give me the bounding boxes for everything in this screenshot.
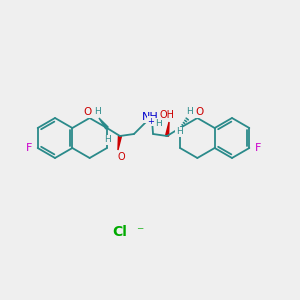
Text: H: H — [176, 128, 182, 136]
Text: H: H — [186, 106, 192, 116]
Text: NH: NH — [142, 112, 158, 122]
Text: H: H — [154, 118, 161, 127]
Text: Cl: Cl — [112, 225, 128, 239]
Text: +: + — [148, 116, 154, 125]
Text: F: F — [26, 143, 32, 153]
Text: H: H — [94, 106, 101, 116]
Text: O: O — [83, 107, 92, 117]
Polygon shape — [166, 122, 169, 136]
Text: OH: OH — [160, 110, 175, 120]
Polygon shape — [99, 118, 108, 129]
Text: O: O — [195, 107, 203, 117]
Text: O: O — [117, 152, 125, 162]
Polygon shape — [118, 136, 122, 150]
Text: ⁻: ⁻ — [136, 225, 144, 239]
Text: H: H — [105, 136, 111, 145]
Text: F: F — [255, 143, 262, 153]
